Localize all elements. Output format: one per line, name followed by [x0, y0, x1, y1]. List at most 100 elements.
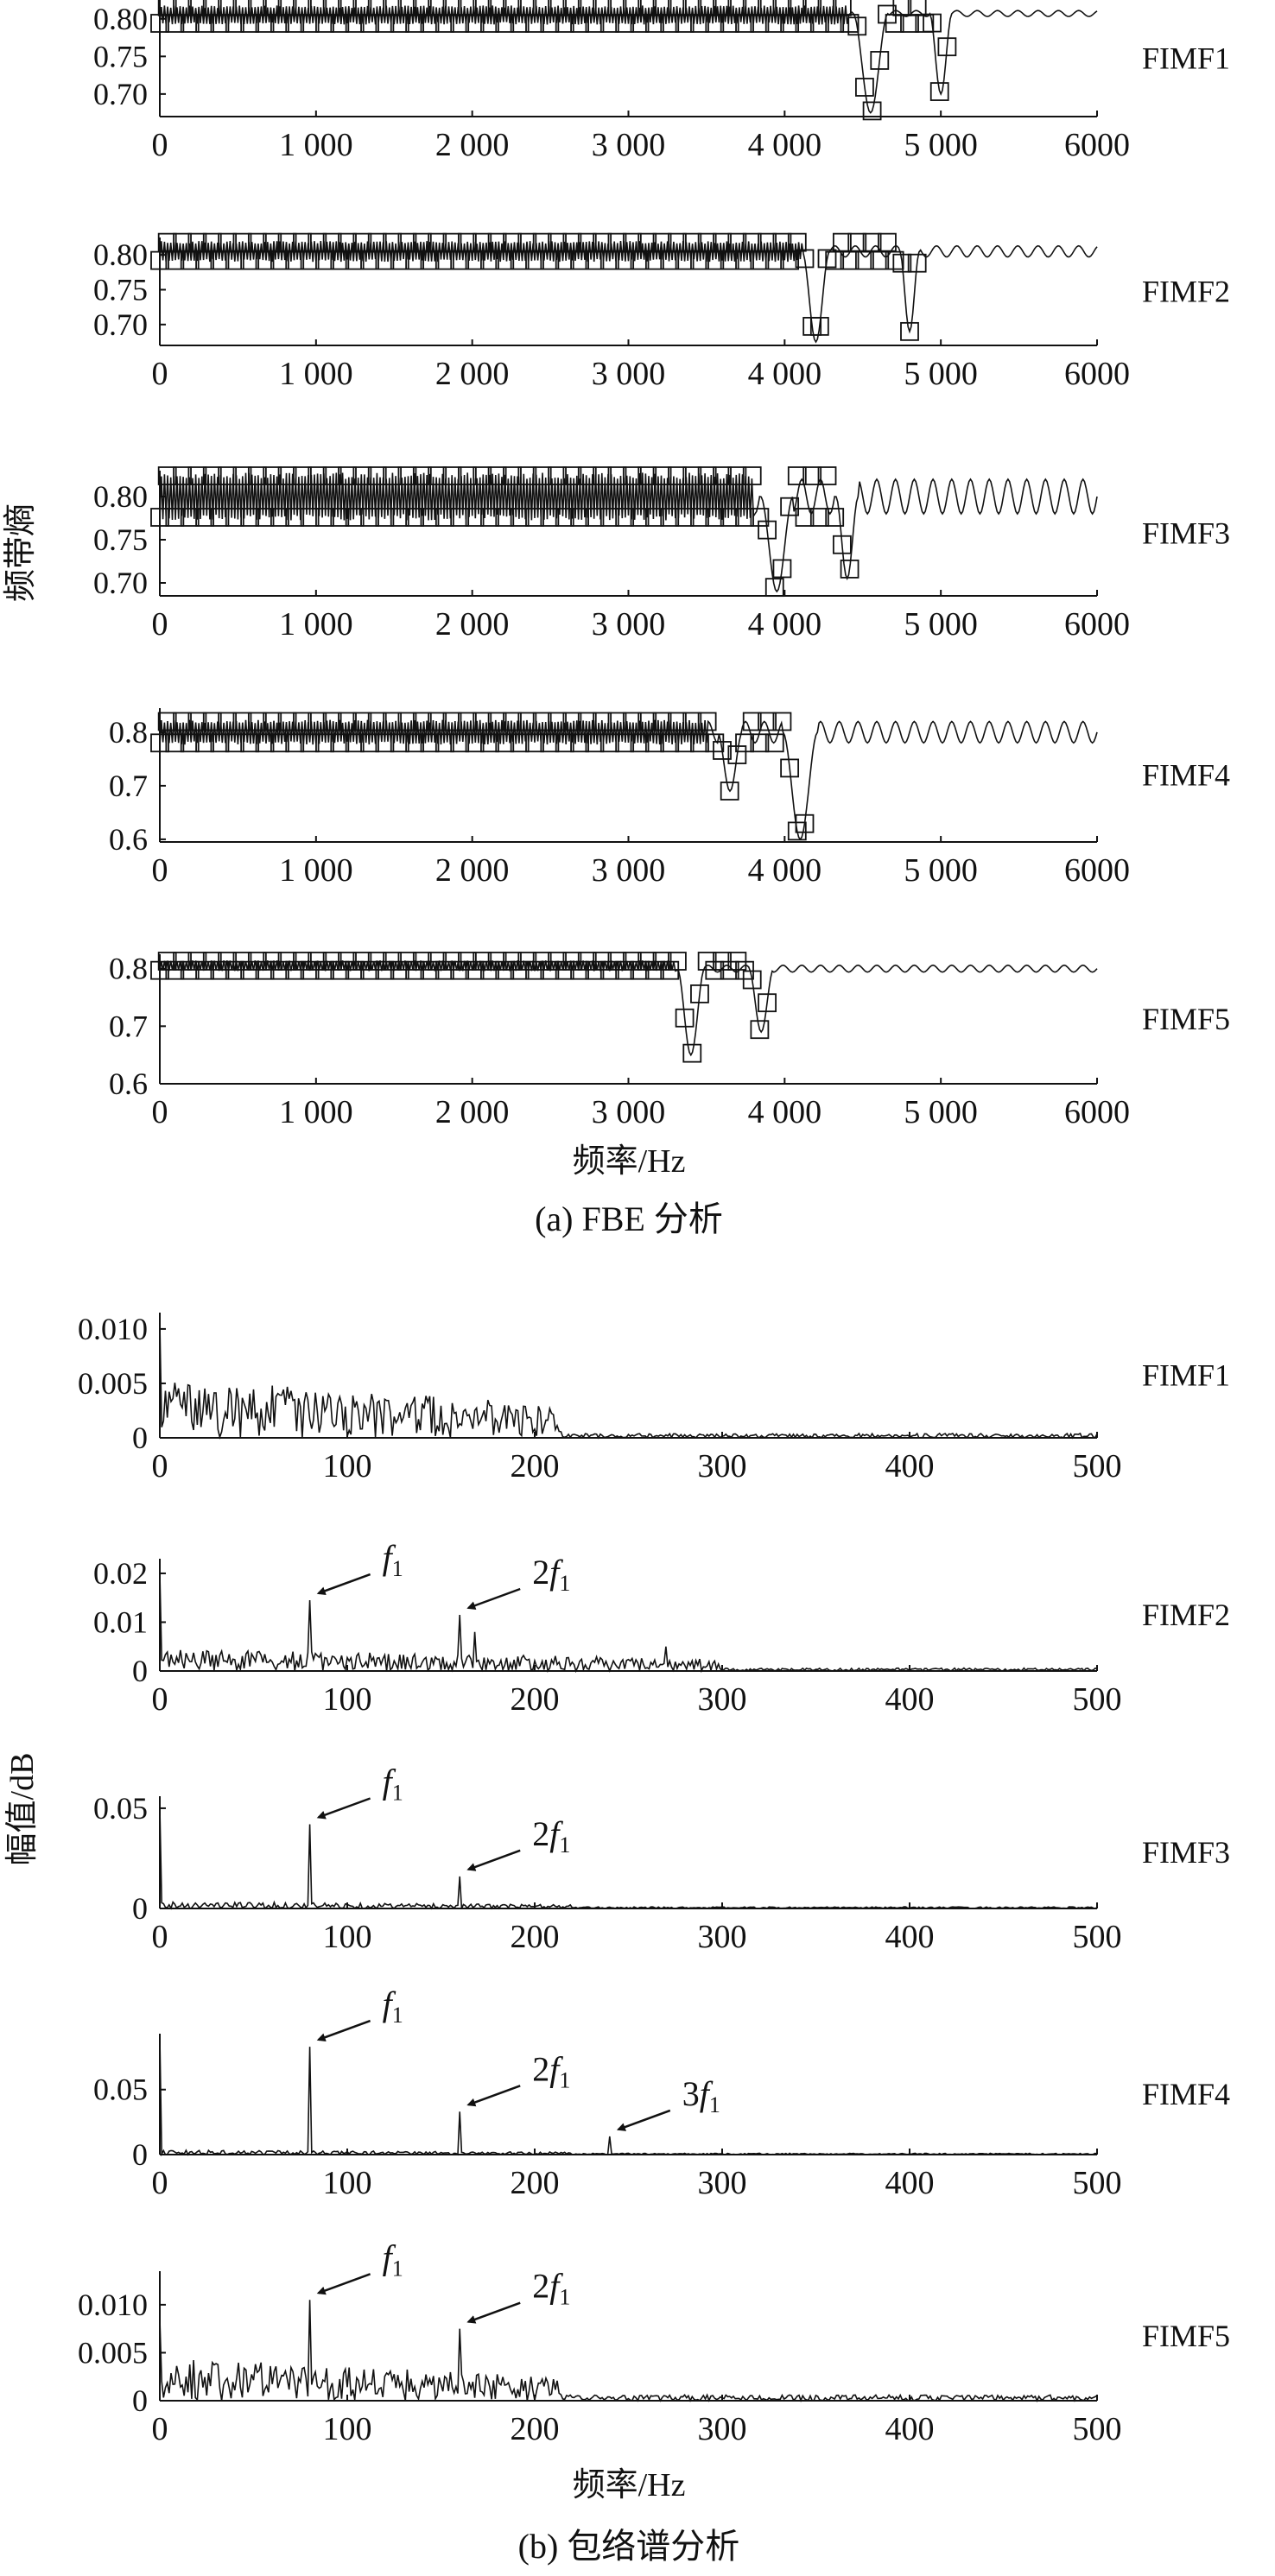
x-tick-label: 300: [698, 2165, 747, 2201]
panel-label: FIMF4: [1142, 2077, 1230, 2111]
data-marker: [210, 250, 230, 270]
y-tick-label: 0.6: [109, 1066, 148, 1101]
panel-label: FIMF4: [1142, 758, 1230, 793]
data-marker: [457, 232, 477, 252]
data-marker: [375, 508, 395, 527]
data-marker: [428, 232, 447, 252]
data-marker: [840, 14, 860, 33]
data-marker: [562, 712, 582, 731]
x-tick-label: 0: [152, 606, 168, 642]
x-tick-label: 3 000: [592, 356, 666, 392]
x-tick-label: 1 000: [279, 127, 353, 163]
data-marker: [383, 712, 402, 731]
y-tick-label: 0.70: [93, 566, 148, 600]
data-marker: [277, 232, 297, 252]
data-marker: [510, 733, 530, 753]
data-marker: [750, 250, 770, 270]
data-marker: [322, 466, 342, 485]
y-tick-label: 0.80: [93, 2, 148, 36]
data-marker: [255, 733, 275, 753]
data-marker: [525, 250, 544, 270]
xlabel-section-a: 频率/Hz: [573, 1143, 686, 1180]
x-tick-label: 0: [152, 852, 168, 889]
data-marker: [780, 758, 800, 778]
data-marker: [390, 508, 409, 527]
data-marker: [697, 466, 717, 485]
data-marker: [210, 733, 230, 753]
data-marker: [375, 733, 395, 753]
data-marker: [532, 466, 552, 485]
data-marker: [690, 733, 709, 753]
x-tick-label: 4 000: [748, 127, 822, 163]
series-line: [159, 1807, 1098, 1910]
data-marker: [420, 733, 440, 753]
data-marker: [682, 466, 702, 485]
data-marker: [758, 520, 777, 540]
data-marker: [644, 508, 664, 527]
data-marker: [517, 232, 537, 252]
data-marker: [690, 508, 709, 527]
data-marker: [735, 733, 754, 753]
y-tick-label: 0.05: [93, 2073, 148, 2107]
x-tick-label: 200: [511, 1448, 560, 1484]
annotation-arrow: [616, 2109, 671, 2131]
data-marker: [862, 232, 882, 252]
data-marker: [428, 712, 447, 731]
data-marker: [187, 232, 207, 252]
x-tick-label: 200: [511, 2165, 560, 2201]
subplot-a-fimf4: 0 1 000 2 000 3 000 4 000 5 000 6000 0.6 0.7 0.8 F…: [109, 708, 1230, 889]
data-marker: [570, 508, 589, 527]
data-marker: [735, 250, 754, 270]
x-tick-label: 100: [323, 1681, 372, 1718]
data-marker: [742, 232, 762, 252]
data-marker: [263, 232, 282, 252]
x-tick-label: 100: [323, 1448, 372, 1484]
data-marker: [713, 232, 732, 252]
data-marker: [435, 250, 454, 270]
panel-label: FIMF1: [1142, 41, 1230, 76]
x-tick-label: 4 000: [748, 606, 822, 642]
data-marker: [607, 466, 627, 485]
data-marker: [345, 733, 365, 753]
data-marker: [795, 508, 815, 527]
data-marker: [367, 466, 387, 485]
data-marker: [375, 250, 395, 270]
data-marker: [300, 508, 320, 527]
y-tick-label: 0.010: [78, 1312, 148, 1346]
data-marker: [270, 733, 289, 753]
data-marker: [165, 250, 185, 270]
data-marker: [809, 508, 829, 527]
data-marker: [675, 733, 695, 753]
x-tick-label: 6000: [1064, 356, 1130, 392]
data-marker: [638, 466, 657, 485]
data-marker: [817, 249, 837, 269]
data-marker: [847, 16, 867, 36]
data-marker: [555, 250, 574, 270]
x-tick-label: 0: [152, 356, 168, 392]
data-marker: [599, 250, 619, 270]
x-tick-label: 6000: [1064, 606, 1130, 642]
x-tick-label: 3 000: [592, 127, 666, 163]
x-tick-label: 0: [152, 1094, 168, 1130]
data-marker: [270, 508, 289, 527]
data-marker: [900, 321, 919, 341]
data-marker: [397, 466, 417, 485]
x-tick-label: 300: [698, 2411, 747, 2447]
y-tick-label: 0.70: [93, 307, 148, 342]
caption-section-b: (b) 包络谱分析: [518, 2527, 740, 2566]
subplot-a-fimf3: 0 1 000 2 000 3 000 4 000 5 000 6000 0.70 0.75 0.…: [93, 466, 1230, 642]
data-marker: [622, 466, 642, 485]
y-tick-label: 0.75: [93, 39, 148, 73]
data-marker: [457, 466, 477, 485]
data-marker: [285, 733, 305, 753]
data-marker: [173, 232, 192, 252]
data-marker: [668, 712, 687, 731]
data-marker: [727, 232, 747, 252]
x-tick-label: 5 000: [904, 852, 978, 889]
x-tick-label: 400: [885, 1448, 935, 1484]
x-tick-label: 3 000: [592, 852, 666, 889]
data-marker: [473, 712, 492, 731]
x-tick-label: 5 000: [904, 606, 978, 642]
